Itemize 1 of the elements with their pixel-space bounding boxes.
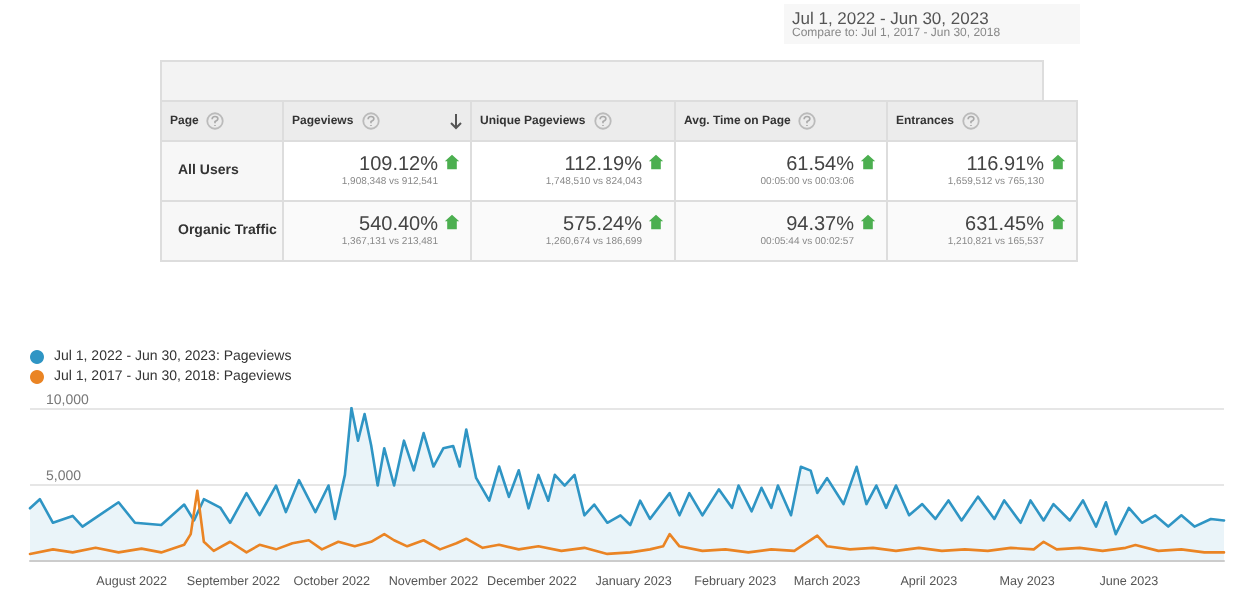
text: Jul 1, 2022 - Jun 30, 2023 [792,8,989,28]
